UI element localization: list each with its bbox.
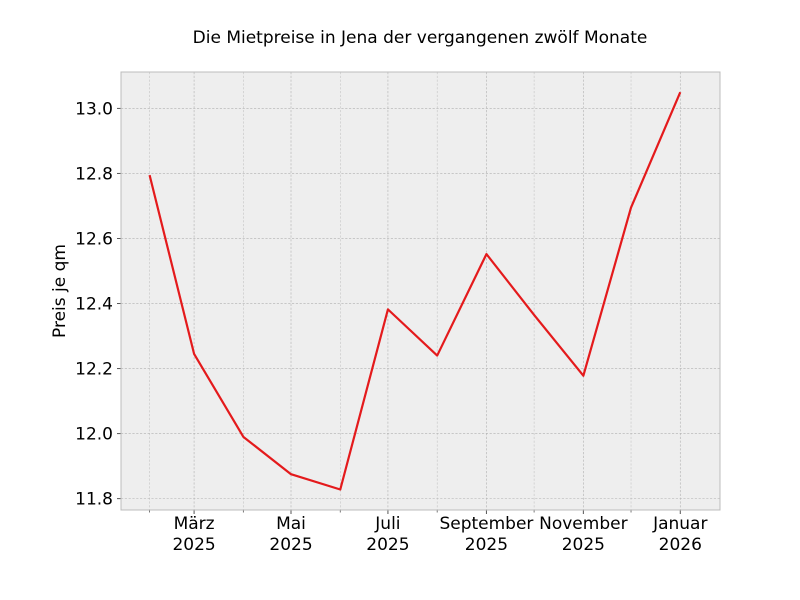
y-tick-label: 12.4 — [75, 295, 113, 315]
x-tick-label: September 2025 — [439, 514, 533, 555]
y-axis-label: Preis je qm — [50, 244, 70, 338]
x-tick-labels: März 2025 Mai 2025 Juli 2025 September 2025Nove… — [172, 514, 707, 555]
grid-lines — [121, 72, 720, 510]
plot-frame — [120, 71, 721, 511]
chart-title: Die Mietpreise in Jena der vergangenen z… — [193, 28, 648, 48]
y-tick-label: 11.8 — [75, 490, 113, 510]
y-tick-label: 12.2 — [75, 360, 113, 380]
plot-area — [121, 72, 720, 510]
x-tick-label: März 2025 — [172, 514, 215, 555]
series-layer — [148, 91, 682, 491]
y-tick-label: 12.8 — [75, 164, 113, 184]
y-tick-label: 13.0 — [75, 99, 113, 119]
x-tick-label: Mai 2025 — [269, 514, 312, 555]
y-tick-labels: 11.8 12.0 12.2 12.4 12.6 12.8 13.0 — [75, 99, 113, 509]
x-tick-label: November 2025 — [539, 514, 627, 555]
y-tick-label: 12.0 — [75, 425, 113, 445]
y-tick-label: 12.6 — [75, 229, 113, 249]
series-line — [148, 91, 682, 491]
x-tick-label: Januar 2026 — [652, 514, 707, 555]
x-tick-label: Juli 2025 — [366, 514, 409, 555]
